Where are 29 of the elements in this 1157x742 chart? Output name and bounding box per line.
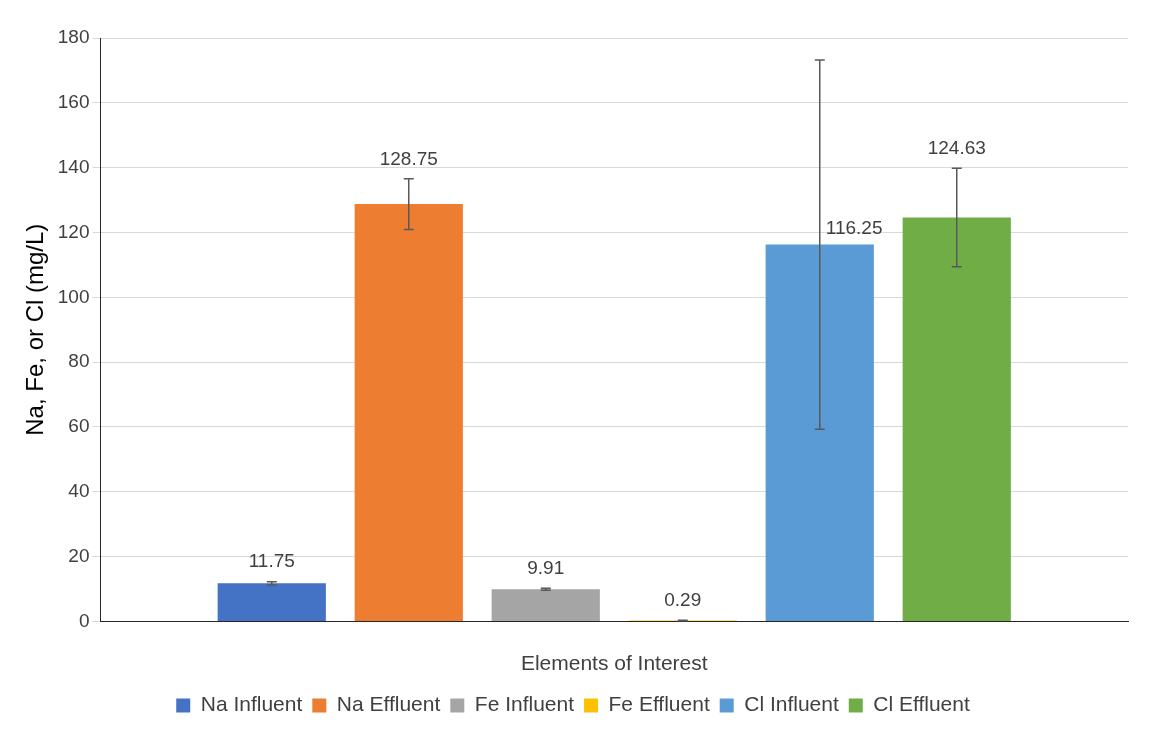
x-axis-title: Elements of Interest bbox=[520, 651, 708, 675]
legend-label: Fe Influent bbox=[474, 692, 575, 716]
legend-label: Na Influent bbox=[200, 692, 303, 716]
y-tick-label: 140 bbox=[57, 155, 90, 177]
data-label: 124.63 bbox=[927, 136, 986, 158]
y-tick-label: 160 bbox=[57, 91, 90, 113]
y-tick-label: 80 bbox=[68, 350, 90, 372]
legend-label: Cl Influent bbox=[744, 692, 839, 716]
y-axis-title: Na, Fe, or Cl (mg/L) bbox=[21, 223, 49, 436]
data-label: 9.91 bbox=[527, 557, 565, 579]
legend-label: Cl Effluent bbox=[873, 692, 970, 716]
bar bbox=[354, 204, 463, 621]
bar bbox=[765, 244, 874, 621]
y-tick-label: 60 bbox=[68, 415, 90, 437]
data-label: 0.29 bbox=[664, 588, 702, 610]
y-tick-label: 120 bbox=[57, 220, 90, 242]
bar bbox=[902, 217, 1011, 621]
data-label: 116.25 bbox=[825, 217, 883, 239]
y-tick-label: 20 bbox=[68, 544, 90, 566]
bar bbox=[491, 589, 600, 621]
legend-label: Na Effluent bbox=[336, 692, 441, 716]
data-label: 128.75 bbox=[379, 147, 438, 169]
y-tick-label: 180 bbox=[57, 26, 90, 48]
data-label: 11.75 bbox=[248, 550, 295, 572]
y-tick-label: 40 bbox=[68, 479, 90, 501]
bar bbox=[217, 583, 326, 621]
y-tick-label: 100 bbox=[57, 285, 90, 307]
y-tick-label: 0 bbox=[78, 609, 90, 631]
legend-label: Fe Effluent bbox=[608, 692, 710, 716]
